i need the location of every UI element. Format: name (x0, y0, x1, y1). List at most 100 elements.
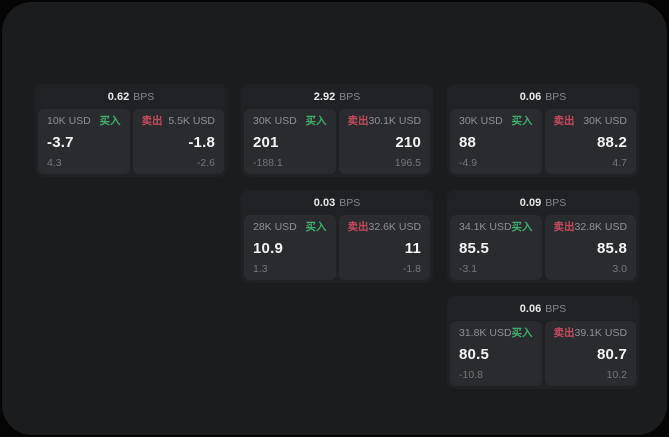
card-header: 0.09 BPS (447, 190, 639, 215)
sell-panel-top: 卖出 32.8K USD (554, 222, 628, 233)
sell-panel-top: 卖出 30.1K USD (348, 116, 422, 127)
buy-panel-top: 28K USD 买入 (253, 222, 327, 233)
sell-panel[interactable]: 卖出 39.1K USD 80.7 10.2 (544, 321, 636, 386)
sell-panel-top: 卖出 5.5K USD (142, 116, 216, 127)
bps-value: 2.92 (313, 90, 336, 103)
bps-unit-label: BPS (339, 90, 361, 103)
buy-panel[interactable]: 34.1K USD 买入 85.5 -3.1 (450, 215, 542, 280)
buy-side-label: 买入 (305, 115, 327, 127)
sell-panel-top: 卖出 32.6K USD (348, 222, 422, 233)
sell-panel[interactable]: 卖出 30.1K USD 210 196.5 (338, 109, 430, 174)
panels: 31.8K USD 买入 80.5 -10.8 卖出 39.1K USD 80.7 10.2 (447, 321, 639, 389)
sell-panel[interactable]: 卖出 32.6K USD 11 -1.8 (338, 215, 430, 280)
buy-amount: 30K USD (459, 115, 503, 127)
sell-side-label: 卖出 (347, 115, 369, 127)
buy-panel[interactable]: 30K USD 买入 201 -188.1 (244, 109, 336, 174)
quote-cards-grid: 0.62 BPS 10K USD 买入 -3.7 4.3 卖出 5.5K USD -1.8 -2.… (35, 84, 639, 389)
buy-panel-top: 30K USD 买入 (459, 116, 533, 127)
buy-delta: 1.3 (253, 262, 268, 275)
quote-card: 0.62 BPS 10K USD 买入 -3.7 4.3 卖出 5.5K USD -1.8 -2.… (35, 84, 227, 177)
sell-side-label: 卖出 (347, 221, 369, 233)
sell-delta: 4.7 (612, 156, 627, 169)
buy-amount: 28K USD (253, 221, 297, 233)
buy-side-label: 买入 (511, 327, 533, 339)
quote-card: 2.92 BPS 30K USD 买入 201 -188.1 卖出 30.1K USD 210 1… (241, 84, 433, 177)
buy-panel-top: 34.1K USD 买入 (459, 222, 533, 233)
buy-panel-top: 10K USD 买入 (47, 116, 121, 127)
sell-amount: 32.6K USD (368, 221, 422, 233)
buy-delta: -3.1 (459, 262, 478, 275)
sell-panel[interactable]: 卖出 5.5K USD -1.8 -2.6 (132, 109, 224, 174)
card-header: 0.06 BPS (447, 296, 639, 321)
panels: 34.1K USD 买入 85.5 -3.1 卖出 32.8K USD 85.8 3.0 (447, 215, 639, 283)
bps-unit-label: BPS (545, 90, 567, 103)
bps-value: 0.03 (313, 196, 336, 209)
sell-panel-top: 卖出 39.1K USD (554, 328, 628, 339)
sell-price: -1.8 (188, 133, 215, 151)
sell-side-label: 卖出 (553, 115, 575, 127)
sell-delta: 3.0 (612, 262, 627, 275)
buy-panel-top: 30K USD 买入 (253, 116, 327, 127)
buy-panel[interactable]: 31.8K USD 买入 80.5 -10.8 (450, 321, 542, 386)
sell-delta: -1.8 (402, 262, 421, 275)
buy-panel-top: 31.8K USD 买入 (459, 328, 533, 339)
sell-side-label: 卖出 (553, 221, 575, 233)
sell-price: 80.7 (597, 345, 627, 363)
sell-price: 11 (404, 239, 421, 257)
quote-card: 0.09 BPS 34.1K USD 买入 85.5 -3.1 卖出 32.8K USD 85.… (447, 190, 639, 283)
quote-card: 0.06 BPS 31.8K USD 买入 80.5 -10.8 卖出 39.1K USD 80… (447, 296, 639, 389)
buy-amount: 34.1K USD (459, 221, 512, 233)
buy-panel[interactable]: 28K USD 买入 10.9 1.3 (244, 215, 336, 280)
buy-price: 201 (253, 133, 279, 151)
buy-delta: -10.8 (459, 368, 483, 381)
sell-panel[interactable]: 卖出 30K USD 88.2 4.7 (544, 109, 636, 174)
quote-card: 0.03 BPS 28K USD 买入 10.9 1.3 卖出 32.6K USD 11 -1.8 (241, 190, 433, 283)
buy-amount: 10K USD (47, 115, 91, 127)
sell-delta: 196.5 (394, 156, 421, 169)
panels: 10K USD 买入 -3.7 4.3 卖出 5.5K USD -1.8 -2.6 (35, 109, 227, 177)
buy-price: 80.5 (459, 345, 489, 363)
buy-panel[interactable]: 30K USD 买入 88 -4.9 (450, 109, 542, 174)
bps-value: 0.62 (107, 90, 130, 103)
card-header: 2.92 BPS (241, 84, 433, 109)
sell-side-label: 卖出 (553, 327, 575, 339)
buy-side-label: 买入 (511, 221, 533, 233)
bps-value: 0.06 (519, 302, 542, 315)
sell-amount: 32.8K USD (574, 221, 628, 233)
sell-delta: -2.6 (196, 156, 215, 169)
buy-price: 88 (459, 133, 477, 151)
sell-delta: 10.2 (606, 368, 627, 381)
buy-price: 85.5 (459, 239, 489, 257)
buy-delta: -4.9 (459, 156, 478, 169)
panels: 30K USD 买入 201 -188.1 卖出 30.1K USD 210 196.5 (241, 109, 433, 177)
buy-price: 10.9 (253, 239, 283, 257)
sell-amount: 30K USD (583, 115, 627, 127)
bps-unit-label: BPS (545, 196, 567, 209)
buy-side-label: 买入 (99, 115, 121, 127)
buy-amount: 31.8K USD (459, 327, 512, 339)
sell-price: 210 (395, 133, 421, 151)
sell-amount: 30.1K USD (368, 115, 422, 127)
buy-amount: 30K USD (253, 115, 297, 127)
buy-delta: 4.3 (47, 156, 62, 169)
card-header: 0.06 BPS (447, 84, 639, 109)
bps-value: 0.06 (519, 90, 542, 103)
card-header: 0.62 BPS (35, 84, 227, 109)
bps-value: 0.09 (519, 196, 542, 209)
sell-side-label: 卖出 (141, 115, 163, 127)
bps-unit-label: BPS (339, 196, 361, 209)
card-header: 0.03 BPS (241, 190, 433, 215)
sell-panel[interactable]: 卖出 32.8K USD 85.8 3.0 (544, 215, 636, 280)
sell-price: 85.8 (597, 239, 627, 257)
sell-amount: 5.5K USD (168, 115, 215, 127)
bps-unit-label: BPS (133, 90, 155, 103)
sell-amount: 39.1K USD (574, 327, 628, 339)
sell-panel-top: 卖出 30K USD (554, 116, 628, 127)
buy-price: -3.7 (47, 133, 74, 151)
buy-delta: -188.1 (253, 156, 283, 169)
buy-side-label: 买入 (305, 221, 327, 233)
quote-card: 0.06 BPS 30K USD 买入 88 -4.9 卖出 30K USD 88.2 4.7 (447, 84, 639, 177)
panels: 28K USD 买入 10.9 1.3 卖出 32.6K USD 11 -1.8 (241, 215, 433, 283)
buy-panel[interactable]: 10K USD 买入 -3.7 4.3 (38, 109, 130, 174)
